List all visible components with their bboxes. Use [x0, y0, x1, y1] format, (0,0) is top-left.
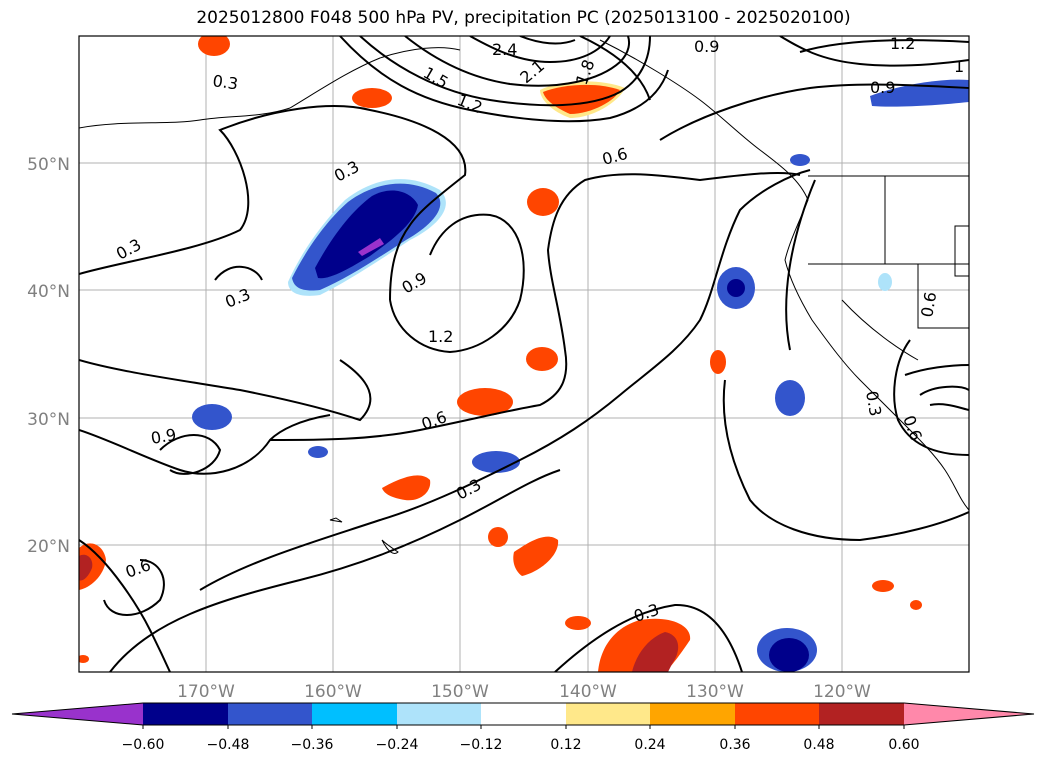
contour-label: 1.2	[890, 34, 915, 53]
contour-label: 1	[954, 57, 964, 76]
colorbar-segment	[566, 703, 650, 725]
colorbar-tick: 0.24	[634, 737, 665, 753]
colorbar-segment	[312, 703, 397, 725]
contour-label: 0.3	[211, 71, 239, 93]
colorbar-segment	[397, 703, 481, 725]
lon-label: 120°W	[813, 682, 871, 702]
lon-label: 160°W	[304, 682, 362, 702]
colorbar-segment	[650, 703, 735, 725]
colorbar-segment	[735, 703, 819, 725]
colorbar-tick: −0.12	[460, 737, 503, 753]
contour-label: 0.3	[862, 389, 885, 417]
contour-label: 0.9	[870, 78, 895, 97]
colorbar-segment	[481, 703, 566, 725]
map-title: 2025012800 F048 500 hPa PV, precipitatio…	[196, 8, 851, 28]
colorbar-segment	[819, 703, 904, 725]
colorbar-tick: 0.12	[550, 737, 581, 753]
lat-label: 50°N	[27, 155, 70, 175]
contour-label: 0.6	[917, 290, 940, 318]
lat-label: 20°N	[27, 537, 70, 557]
pv-contours	[79, 36, 969, 672]
map-area	[79, 36, 969, 672]
lat-label: 30°N	[27, 410, 70, 430]
colorbar-segment	[228, 703, 312, 725]
colorbar	[11, 702, 1035, 729]
colorbar-extend-high	[904, 703, 1034, 725]
lat-label: 40°N	[27, 282, 70, 302]
colorbar-extend-low	[12, 703, 143, 725]
colorbar-tick: 0.48	[803, 737, 834, 753]
colorbar-tick: −0.24	[376, 737, 419, 753]
colorbar-tick-labels: −0.60 −0.48 −0.36 −0.24 −0.12 0.12 0.24 …	[122, 737, 920, 753]
lon-label: 140°W	[559, 682, 617, 702]
lon-label: 130°W	[686, 682, 744, 702]
colorbar-tick: 0.36	[719, 737, 750, 753]
contour-label: 0.9	[694, 37, 719, 56]
contour-label: 1.2	[428, 327, 453, 346]
contour-label: 0.9	[149, 425, 177, 448]
colorbar-tick: −0.60	[122, 737, 165, 753]
lon-label: 170°W	[177, 682, 235, 702]
lon-label: 150°W	[431, 682, 489, 702]
map-border	[78, 35, 970, 673]
latitude-labels: 50°N 40°N 30°N 20°N	[27, 155, 70, 557]
contour-label: 2.4	[492, 40, 517, 59]
precipitation-shading	[79, 36, 969, 672]
colorbar-tick: 0.60	[888, 737, 919, 753]
colorbar-segment	[143, 703, 228, 725]
colorbar-tick: −0.48	[207, 737, 250, 753]
colorbar-tick: −0.36	[291, 737, 334, 753]
longitude-labels: 170°W 160°W 150°W 140°W 130°W 120°W	[177, 682, 871, 702]
